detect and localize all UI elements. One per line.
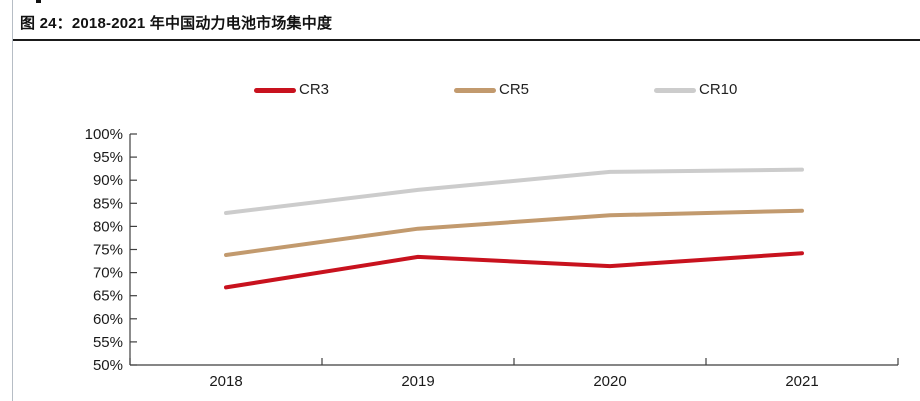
data-line-cr10 (224, 167, 804, 215)
y-axis-label: 65% (93, 288, 123, 305)
legend-item-cr3: CR3 (254, 81, 329, 99)
x-axis-label: 2019 (401, 373, 434, 390)
y-axis-label: 80% (93, 218, 123, 235)
y-axis-label: 85% (93, 195, 123, 212)
x-axis-label: 2020 (593, 373, 626, 390)
legend-swatch-cr10 (654, 87, 696, 93)
y-axis-label: 75% (93, 242, 123, 259)
legend-label-cr10: CR10 (699, 81, 738, 98)
figure-caption: 图 24：2018-2021 年中国动力电池市场集中度 (20, 15, 333, 32)
legend-label-cr5: CR5 (499, 81, 530, 98)
data-line-cr3 (224, 251, 804, 290)
y-axis-label: 95% (93, 149, 123, 166)
legend-item-cr5: CR5 (454, 81, 529, 99)
y-axis-label: 70% (93, 265, 123, 282)
legend-item-cr10: CR10 (654, 81, 737, 99)
y-axis-label: 90% (93, 172, 123, 189)
y-axis-label: 100% (85, 126, 123, 143)
y-axis-label: 55% (93, 334, 123, 351)
chart-legend: CR3 CR5 CR10 (0, 81, 920, 99)
x-axis-label: 2018 (209, 373, 242, 390)
legend-label-cr3: CR3 (299, 81, 330, 98)
y-axis-label: 60% (93, 311, 123, 328)
data-line-cr5 (224, 208, 804, 257)
x-axis-label: 2021 (785, 373, 818, 390)
page-left-border-line (12, 0, 13, 401)
caption-underline (13, 39, 920, 41)
cropped-text-artifact (36, 0, 41, 3)
legend-swatch-cr3 (254, 87, 296, 93)
legend-swatch-cr5 (454, 87, 496, 93)
y-axis-label: 50% (93, 357, 123, 374)
